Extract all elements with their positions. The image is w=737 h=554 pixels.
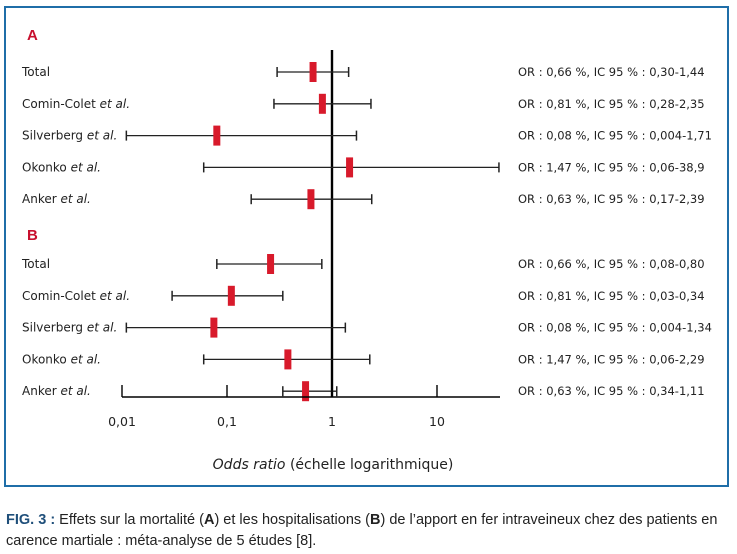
- or-ci-text: OR : 0,63 %, IC 95 % : 0,34-1,11: [518, 384, 705, 398]
- study-label: Comin-Colet et al.: [22, 289, 130, 303]
- or-ci-text: OR : 1,47 %, IC 95 % : 0,06-2,29: [518, 352, 705, 366]
- point-estimate-marker: [267, 254, 275, 274]
- study-label: Silverberg et al.: [22, 321, 117, 335]
- point-estimate-marker: [227, 285, 235, 306]
- x-axis-title: Odds ratio (échelle logarithmique): [213, 457, 454, 473]
- study-label: Comin-Colet et al.: [22, 97, 130, 111]
- or-ci-text: OR : 0,66 %, IC 95 % : 0,08-0,80: [518, 257, 705, 271]
- panel-label-A: A: [27, 27, 38, 44]
- caption-panel-a: A: [203, 512, 215, 528]
- or-ci-text: OR : 0,08 %, IC 95 % : 0,004-1,71: [518, 129, 712, 143]
- x-tick-label: 10: [429, 414, 445, 429]
- point-estimate-marker: [307, 189, 315, 210]
- point-estimate-marker: [302, 381, 310, 402]
- caption-text-1: Effets sur la mortalité (: [55, 512, 204, 528]
- or-ci-text: OR : 0,81 %, IC 95 % : 0,03-0,34: [518, 289, 705, 303]
- point-estimate-marker: [210, 317, 218, 338]
- point-estimate-marker: [284, 349, 292, 370]
- study-label: Okonko et al.: [22, 352, 101, 366]
- or-ci-text: OR : 0,63 %, IC 95 % : 0,17-2,39: [518, 192, 705, 206]
- or-ci-text: OR : 0,08 %, IC 95 % : 0,004-1,34: [518, 321, 712, 335]
- figure-frame: [4, 6, 729, 487]
- x-tick-label: 1: [328, 414, 336, 429]
- point-estimate-marker: [318, 93, 326, 114]
- panel-label-B: B: [27, 227, 38, 244]
- figure-caption: FIG. 3 : Effets sur la mortalité (A) et …: [6, 510, 731, 552]
- study-label: Okonko et al.: [22, 160, 101, 174]
- or-ci-text: OR : 1,47 %, IC 95 % : 0,06-38,9: [518, 160, 705, 174]
- x-tick-label: 0,1: [217, 414, 237, 429]
- caption-lead: FIG. 3 :: [6, 512, 56, 528]
- or-ci-text: OR : 0,81 %, IC 95 % : 0,28-2,35: [518, 97, 705, 111]
- point-estimate-marker: [346, 157, 354, 178]
- caption-panel-b: B: [370, 512, 381, 528]
- study-label: Anker et al.: [22, 384, 91, 398]
- study-label: Anker et al.: [22, 192, 91, 206]
- x-tick-label: 0,01: [108, 414, 136, 429]
- study-label: Silverberg et al.: [22, 129, 117, 143]
- study-label: Total: [21, 257, 50, 271]
- point-estimate-marker: [213, 125, 221, 146]
- point-estimate-marker: [309, 62, 317, 82]
- forest-plot: A Total OR : 0,66 %, IC 95 % : 0,30-1,44 Co…: [21, 27, 712, 473]
- caption-text-3: ) de l’apport en fer intraveineux chez d…: [6, 512, 718, 549]
- or-ci-text: OR : 0,66 %, IC 95 % : 0,30-1,44: [518, 65, 705, 79]
- caption-text-2: ) et les hospitalisations (: [214, 512, 370, 528]
- study-label: Total: [21, 65, 50, 79]
